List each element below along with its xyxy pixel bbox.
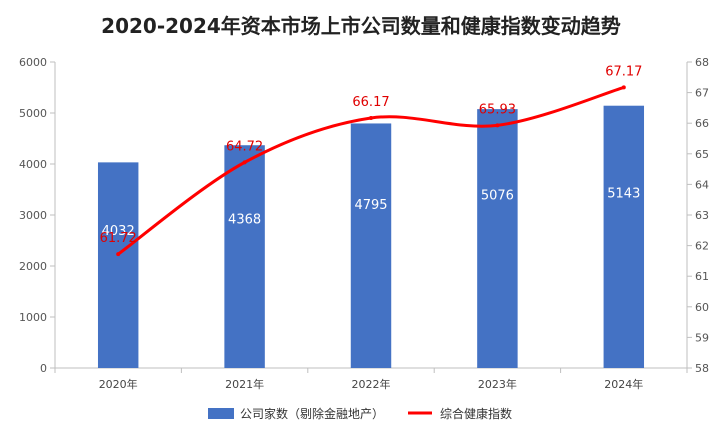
bar-value-label: 4032 <box>102 224 135 239</box>
left-tick-label: 0 <box>40 362 47 375</box>
right-tick-label: 62 <box>695 240 709 253</box>
right-tick-label: 67 <box>695 87 709 100</box>
bar <box>97 162 139 368</box>
line-point <box>621 85 626 90</box>
x-tick-label: 2022年 <box>352 377 391 391</box>
x-tick-label: 2020年 <box>99 377 138 391</box>
right-tick-label: 60 <box>695 301 709 314</box>
right-tick-label: 66 <box>695 117 709 130</box>
line-value-label: 66.17 <box>352 95 389 110</box>
bar <box>350 123 392 368</box>
line-point <box>495 123 500 128</box>
left-tick-label: 3000 <box>19 209 47 222</box>
right-y-axis: 58 59 60 61 62 63 64 65 66 67 68 <box>686 56 709 375</box>
line-series: 61.72 64.72 66.17 65.93 67.17 <box>100 64 642 257</box>
bar <box>477 109 518 369</box>
x-axis: 2020年 2021年 2022年 2023年 2024年 <box>54 367 688 391</box>
line-point <box>369 115 373 120</box>
left-tick-label: 4000 <box>19 158 47 171</box>
right-tick-label: 65 <box>695 148 709 161</box>
bar-value-label: 4368 <box>228 213 261 228</box>
bar <box>603 105 645 368</box>
line-value-label: 67.17 <box>605 64 642 79</box>
line-value-label: 65.93 <box>479 102 516 117</box>
bar-series: 4032 4368 4795 5076 5143 <box>97 105 645 369</box>
legend-bar-swatch <box>208 408 234 419</box>
line-point <box>116 252 121 257</box>
right-tick-label: 61 <box>695 270 709 283</box>
bar-value-label: 5143 <box>607 186 640 201</box>
right-tick-label: 58 <box>695 362 709 375</box>
bar <box>224 145 265 368</box>
bar-value-label: 5076 <box>481 189 514 204</box>
right-tick-label: 59 <box>695 331 709 344</box>
left-y-axis: 0 1000 2000 3000 4000 5000 6000 <box>19 56 56 375</box>
x-tick-label: 2023年 <box>478 377 517 391</box>
right-tick-label: 68 <box>695 56 709 69</box>
x-tick-label: 2021年 <box>225 377 264 391</box>
left-tick-label: 5000 <box>19 107 47 120</box>
legend-bar-label: 公司家数（剔除金融地产） <box>240 406 384 421</box>
bar-value-label: 4795 <box>354 198 387 213</box>
left-tick-label: 2000 <box>19 260 47 273</box>
line-value-label: 64.72 <box>226 139 263 154</box>
line-value-label: 61.72 <box>100 231 137 246</box>
x-tick-label: 2024年 <box>604 377 643 391</box>
line-point <box>242 160 247 165</box>
legend-line-label: 综合健康指数 <box>440 406 512 421</box>
legend: 公司家数（剔除金融地产） 综合健康指数 <box>208 406 512 421</box>
chart-title: 2020-2024年资本市场上市公司数量和健康指数变动趋势 <box>101 14 621 38</box>
right-tick-label: 63 <box>695 209 709 222</box>
left-tick-label: 6000 <box>19 56 47 69</box>
right-tick-label: 64 <box>695 178 709 191</box>
left-tick-label: 1000 <box>19 311 47 324</box>
